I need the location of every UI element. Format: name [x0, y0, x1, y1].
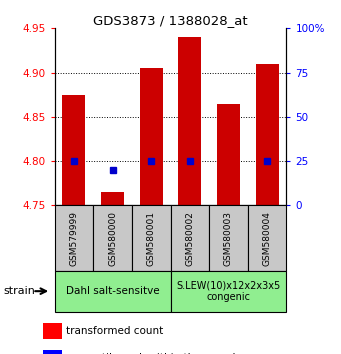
- Bar: [209, 205, 248, 271]
- Text: GSM579999: GSM579999: [69, 211, 78, 266]
- Text: Dahl salt-sensitve: Dahl salt-sensitve: [66, 286, 159, 296]
- Text: transformed count: transformed count: [66, 326, 164, 336]
- Text: GSM580002: GSM580002: [185, 211, 194, 266]
- Title: GDS3873 / 1388028_at: GDS3873 / 1388028_at: [93, 14, 248, 27]
- Bar: [55, 271, 170, 312]
- Bar: [62, 95, 86, 205]
- Bar: [170, 205, 209, 271]
- Bar: [93, 205, 132, 271]
- Bar: [217, 103, 240, 205]
- Text: S.LEW(10)x12x2x3x5
congenic: S.LEW(10)x12x2x3x5 congenic: [176, 280, 281, 302]
- Bar: [43, 323, 62, 339]
- Text: strain: strain: [3, 286, 35, 296]
- Bar: [43, 350, 62, 354]
- Bar: [255, 64, 279, 205]
- Text: GSM580001: GSM580001: [147, 211, 156, 266]
- Text: percentile rank within the sample: percentile rank within the sample: [66, 353, 242, 354]
- Text: GSM580004: GSM580004: [263, 211, 272, 266]
- Bar: [170, 271, 286, 312]
- Bar: [101, 192, 124, 205]
- Bar: [132, 205, 170, 271]
- Bar: [178, 37, 202, 205]
- Text: GSM580003: GSM580003: [224, 211, 233, 266]
- Text: GSM580000: GSM580000: [108, 211, 117, 266]
- Bar: [139, 68, 163, 205]
- Bar: [248, 205, 286, 271]
- Bar: [55, 205, 93, 271]
